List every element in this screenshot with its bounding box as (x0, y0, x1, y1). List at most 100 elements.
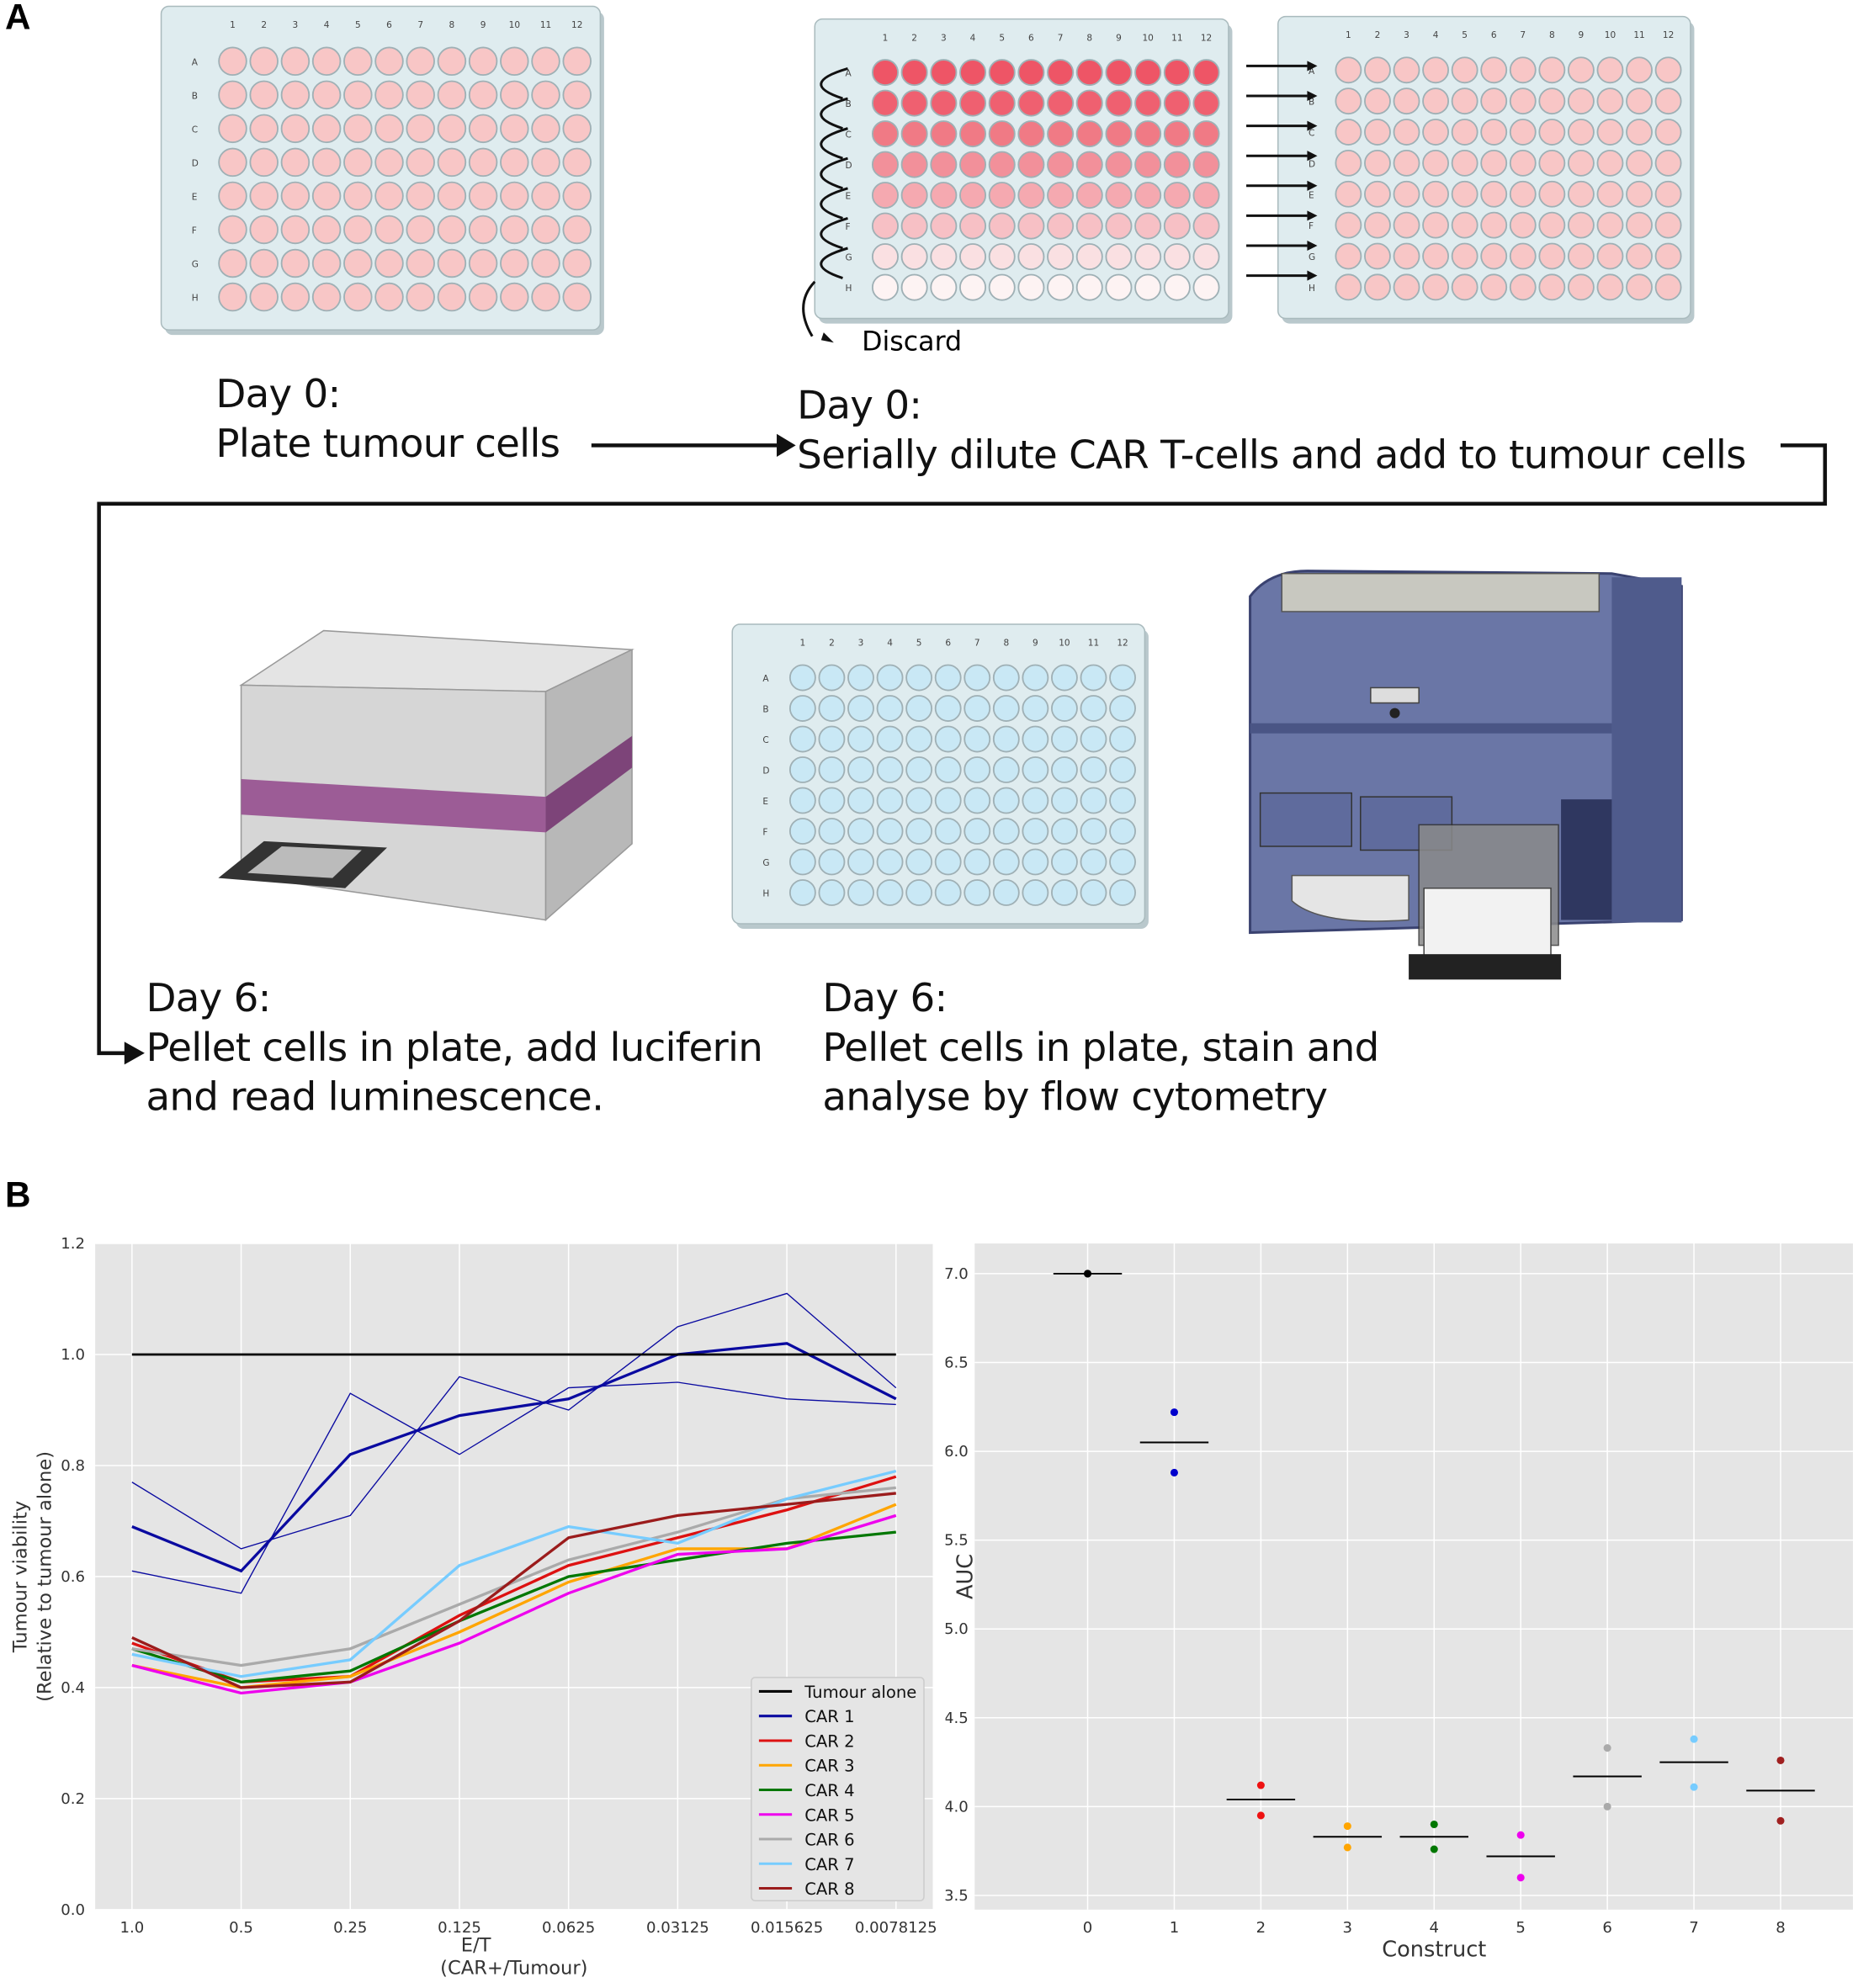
well (930, 273, 958, 301)
well (788, 725, 816, 753)
data-point (1430, 1845, 1438, 1853)
well (1335, 56, 1362, 84)
well (1080, 756, 1107, 783)
well (280, 248, 311, 278)
well (1134, 151, 1162, 178)
well (1364, 149, 1391, 177)
well (1075, 273, 1103, 301)
well (1192, 151, 1220, 178)
well (876, 725, 904, 753)
legend-label: CAR 2 (804, 1731, 854, 1751)
arrow-head-icon (1307, 90, 1318, 102)
well (531, 215, 560, 245)
well (1509, 149, 1537, 177)
well (374, 181, 404, 211)
well (1364, 119, 1391, 146)
well (562, 248, 592, 278)
well (964, 725, 991, 753)
well (437, 248, 467, 278)
well (280, 181, 311, 211)
well (1134, 212, 1162, 240)
well (1163, 151, 1191, 178)
replicate-line (131, 1292, 897, 1550)
data-point (1516, 1874, 1525, 1882)
well (562, 80, 592, 110)
well (374, 46, 404, 77)
well (280, 114, 311, 144)
plate-column-label: 9 (1579, 30, 1585, 40)
well (280, 80, 311, 110)
well (1626, 56, 1653, 84)
plate-row-label: C (192, 125, 198, 135)
well (1567, 180, 1595, 208)
well (818, 725, 846, 753)
well (406, 215, 435, 245)
arrow-head-icon (1307, 61, 1318, 72)
y-tick-label: 7.0 (946, 1265, 969, 1283)
plate-row-label: F (1309, 221, 1314, 231)
well (1163, 59, 1191, 87)
well (1451, 149, 1478, 177)
well (905, 787, 933, 814)
well (876, 695, 904, 722)
well (959, 243, 987, 271)
well (818, 787, 846, 814)
plate-column-label: 10 (1059, 639, 1070, 649)
well (531, 181, 560, 211)
well (1596, 211, 1624, 239)
well (1335, 87, 1362, 115)
well (992, 848, 1020, 876)
viability-line-chart: 0.0 0.2 0.4 0.6 0.8 1.0 1.2 1.0 0.5 0.25 0.125 0.06… (10, 1235, 937, 1980)
series-line-car-8 (131, 1492, 896, 1689)
well (1109, 664, 1136, 692)
plate-column-label: 2 (911, 33, 917, 43)
plate-column-label: 11 (1171, 33, 1182, 43)
y-tick-label: 0.0 (61, 1901, 85, 1919)
step2-text: Serially dilute CAR T-cells and add to t… (797, 432, 1746, 479)
plate-reader-icon (218, 629, 634, 922)
well (1335, 211, 1362, 239)
y-axis-label: Tumour viability (10, 1501, 32, 1653)
plate-row-label: F (762, 828, 767, 838)
well (1626, 242, 1653, 270)
plate-column-label: 2 (1375, 30, 1381, 40)
well (531, 46, 560, 77)
well (1022, 787, 1049, 814)
well (1022, 725, 1049, 753)
well (374, 147, 404, 178)
well (871, 273, 899, 301)
plate-column-label: 4 (970, 33, 976, 43)
x-tick-label: 2 (1256, 1919, 1266, 1937)
plate-row-label: B (192, 91, 198, 101)
well (1080, 848, 1107, 876)
plate-row-label: A (1309, 66, 1315, 77)
well (959, 182, 987, 209)
well (959, 59, 987, 87)
x-tick-label: 0.015625 (751, 1919, 823, 1937)
well (1163, 89, 1191, 117)
arrow-head-icon (1307, 120, 1318, 131)
dilution-arrow-icon (820, 97, 848, 130)
well (988, 243, 1016, 271)
plot-background (974, 1243, 1853, 1910)
well (343, 147, 373, 178)
dilution-arrow-icon (820, 247, 848, 280)
well (905, 695, 933, 722)
well (1654, 211, 1682, 239)
plate-column-label: 8 (1549, 30, 1555, 40)
well (818, 695, 846, 722)
well (1422, 56, 1450, 84)
y-tick-label: 5.0 (946, 1620, 969, 1638)
well (437, 80, 467, 110)
well (1022, 664, 1049, 692)
well (1163, 120, 1191, 148)
step1-text: Plate tumour cells (215, 421, 560, 468)
well (1626, 149, 1653, 177)
well (1109, 879, 1136, 906)
well (500, 147, 529, 178)
well (1105, 151, 1133, 178)
well (1596, 56, 1624, 84)
well (1654, 56, 1682, 84)
arrow-head-icon (1307, 270, 1318, 281)
plate-row-label: B (1309, 98, 1314, 108)
